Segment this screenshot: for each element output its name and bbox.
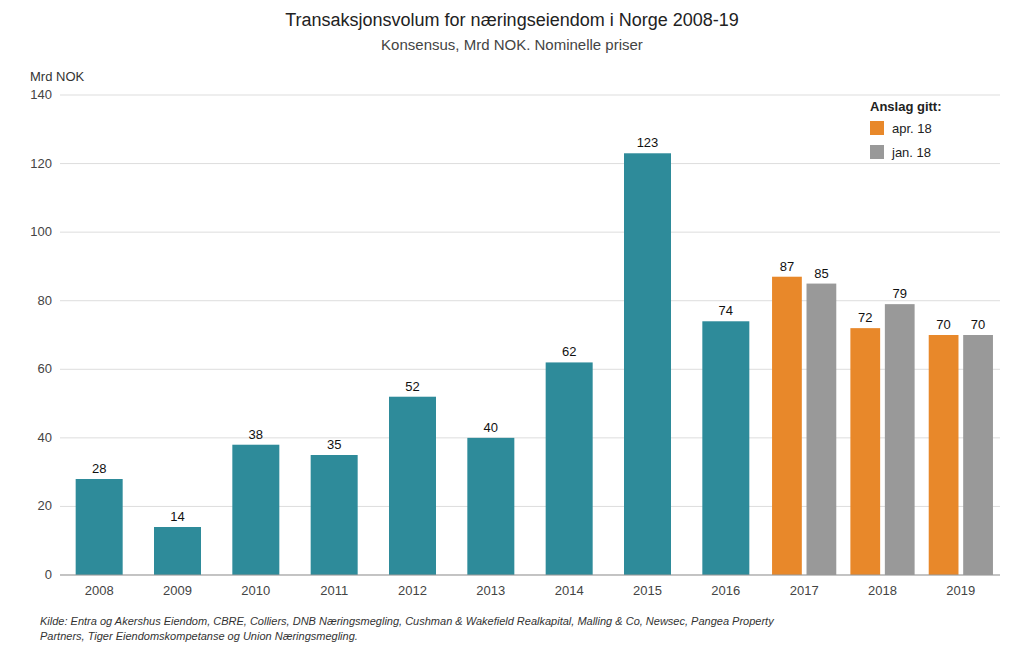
- y-axis-label: Mrd NOK: [30, 69, 85, 84]
- x-tick-label: 2009: [163, 583, 192, 598]
- bar: [311, 455, 358, 575]
- legend-swatch: [870, 145, 884, 159]
- data-label: 70: [971, 317, 985, 332]
- y-tick-label: 60: [38, 361, 52, 376]
- x-tick-label: 2013: [476, 583, 505, 598]
- legend-title: Anslag gitt:: [870, 99, 942, 114]
- bar: [232, 445, 279, 575]
- x-tick-label: 2011: [320, 583, 348, 598]
- x-tick-label: 2010: [241, 583, 270, 598]
- bar: [807, 284, 837, 575]
- data-label: 87: [780, 259, 794, 274]
- legend-label: jan. 18: [891, 145, 931, 160]
- bar: [772, 277, 802, 575]
- x-axis-line: [60, 575, 1000, 576]
- bar: [929, 335, 959, 575]
- bar: [467, 438, 514, 575]
- y-tick-label: 20: [38, 498, 52, 513]
- data-labels: 28 14 38 35 52 40 62 123 74 87 85 72 79 70 70: [92, 135, 985, 524]
- x-tick-label: 2012: [398, 583, 427, 598]
- bar: [76, 479, 123, 575]
- x-tick-label: 2018: [868, 583, 897, 598]
- y-tick-label: 0: [45, 567, 52, 582]
- data-label: 40: [484, 420, 498, 435]
- x-tick-label: 2017: [790, 583, 819, 598]
- x-tick-label: 2008: [85, 583, 114, 598]
- data-label: 38: [249, 427, 263, 442]
- data-label: 123: [637, 135, 659, 150]
- bar: [546, 362, 593, 575]
- data-label: 52: [405, 379, 419, 394]
- y-axis: 0 20 40 60 80 100 120 140: [30, 87, 1000, 582]
- x-tick-label: 2015: [633, 583, 662, 598]
- bar: [885, 304, 915, 575]
- y-tick-label: 100: [30, 224, 52, 239]
- subtitle: Konsensus, Mrd NOK. Nominelle priser: [381, 36, 643, 53]
- x-tick-label: 2014: [555, 583, 584, 598]
- grid-line: [60, 575, 1000, 576]
- grid-line: [60, 95, 1000, 96]
- legend-label: apr. 18: [892, 121, 932, 136]
- x-tick-label: 2016: [711, 583, 740, 598]
- bars: [76, 153, 993, 575]
- x-tick-label: 2019: [946, 583, 975, 598]
- chart: Transaksjonsvolum for næringseiendom i N…: [0, 0, 1024, 669]
- data-label: 79: [892, 286, 906, 301]
- y-tick-label: 140: [30, 87, 52, 102]
- data-label: 72: [858, 310, 872, 325]
- bar: [850, 328, 880, 575]
- y-tick-label: 120: [30, 156, 52, 171]
- grid-line: [60, 163, 1000, 164]
- grid-line: [60, 300, 1000, 301]
- data-label: 70: [936, 317, 950, 332]
- grid-line: [60, 232, 1000, 233]
- data-label: 35: [327, 437, 341, 452]
- y-tick-label: 40: [38, 430, 52, 445]
- title: Transaksjonsvolum for næringseiendom i N…: [285, 10, 739, 30]
- bar: [624, 153, 671, 575]
- bar: [389, 397, 436, 575]
- bar: [702, 321, 749, 575]
- data-label: 62: [562, 344, 576, 359]
- y-tick-label: 80: [38, 293, 52, 308]
- x-axis: 2008 2009 2010 2011 2012 2013 2014 2015 2016 2017…: [60, 575, 1000, 598]
- data-label: 74: [719, 303, 733, 318]
- legend: Anslag gitt: apr. 18 jan. 18: [870, 99, 942, 160]
- caption: Kilde: Entra og Akershus Eiendom, CBRE, …: [40, 615, 775, 642]
- data-label: 14: [170, 509, 184, 524]
- data-label: 85: [814, 266, 828, 281]
- bar: [154, 527, 201, 575]
- data-label: 28: [92, 461, 106, 476]
- legend-swatch: [870, 121, 884, 135]
- bar: [963, 335, 993, 575]
